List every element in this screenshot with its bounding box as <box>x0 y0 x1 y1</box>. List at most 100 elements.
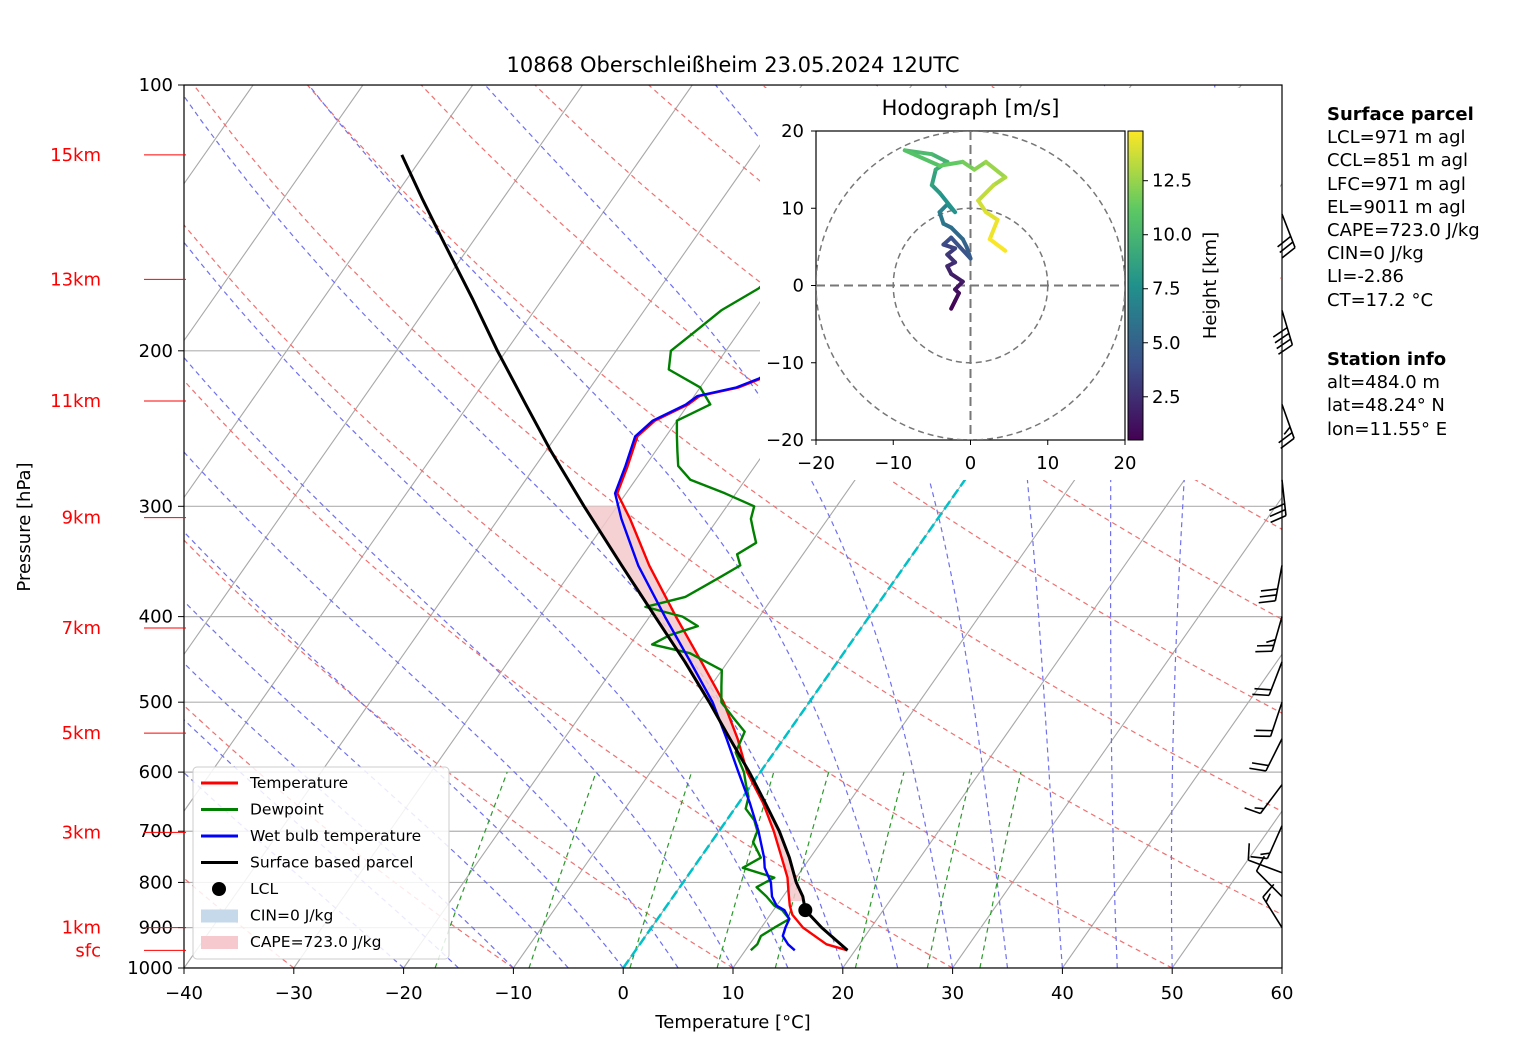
lcl-marker <box>798 903 813 918</box>
hodograph-x-tick-label: 20 <box>1114 453 1137 474</box>
hodograph-trace <box>937 210 946 226</box>
dry-adiabat-line <box>184 539 734 968</box>
wind-barb-staff <box>1248 859 1283 874</box>
moist-adiabat-line <box>308 85 899 968</box>
dry-adiabat-line <box>184 704 514 968</box>
x-tick-label: 0 <box>617 983 628 1004</box>
hodograph-y-tick-label: −10 <box>766 353 804 374</box>
surface-parcel-title: Surface parcel <box>1327 104 1474 125</box>
legend-label: Wet bulb temperature <box>250 827 421 845</box>
mixing-ratio-line <box>979 771 1022 968</box>
wind-barb <box>1250 825 1283 860</box>
wind-barb <box>1272 310 1294 355</box>
hodograph-trace <box>949 225 965 242</box>
dewpoint-line <box>644 153 930 952</box>
x-axis-label: Temperature [°C] <box>654 1012 810 1033</box>
ct-value: CT=17.2 °C <box>1327 289 1434 311</box>
wind-barb <box>1252 661 1283 697</box>
wind-barb-flag <box>1252 693 1270 697</box>
mixing-ratio-line <box>716 771 775 968</box>
wind-barb <box>1277 213 1296 259</box>
height-label: sfc <box>75 940 101 961</box>
wind-barb-flag <box>1272 326 1288 338</box>
wind-barb-flag <box>1259 594 1277 598</box>
height-label: 11km <box>50 391 101 412</box>
hodograph-trace <box>976 198 988 215</box>
station-latitude: lat=48.24° N <box>1327 395 1445 417</box>
hodograph-trace <box>937 190 958 215</box>
wind-barb-flag <box>1260 852 1270 856</box>
wind-barb-flag <box>1250 855 1268 860</box>
wind-barb-flag <box>1268 502 1285 512</box>
x-tick-label: 50 <box>1161 983 1184 1004</box>
wind-barb-flag <box>1265 893 1271 903</box>
cin-value: CIN=0 J/kg <box>1327 243 1424 265</box>
height-label: 7km <box>62 618 101 639</box>
wind-barb-flag <box>1254 807 1265 810</box>
wind-barb <box>1244 784 1283 815</box>
legend-label: CIN=0 J/kg <box>250 907 333 925</box>
hodograph-trace <box>937 159 965 168</box>
height-label: 1km <box>62 918 101 939</box>
wind-barb-flag <box>1247 843 1251 861</box>
wind-barb-flag <box>1278 432 1293 444</box>
legend-swatch <box>201 936 238 949</box>
x-tick-label: −30 <box>275 983 313 1004</box>
colorbar-tick-label: 5.0 <box>1152 333 1181 354</box>
hodograph-clip-group <box>816 131 1125 440</box>
height-label: 3km <box>62 822 101 843</box>
hodograph-trace <box>929 152 950 164</box>
x-tick-label: 10 <box>722 983 745 1004</box>
hodograph-x-tick-label: 0 <box>965 453 976 474</box>
legend-label: Temperature <box>249 774 348 792</box>
wind-barb-flag <box>1270 514 1287 524</box>
y-tick-label: 100 <box>139 75 173 96</box>
li-value: LI=-2.86 <box>1327 266 1404 288</box>
wind-barb-flag <box>1244 807 1261 815</box>
moist-adiabat-line <box>184 531 624 968</box>
y-axis-label: Pressure [hPa] <box>14 462 35 591</box>
wind-barb-flag <box>1276 338 1292 350</box>
height-label: 9km <box>62 508 101 529</box>
y-tick-label: 1000 <box>127 958 173 979</box>
hodograph-trace <box>902 148 942 168</box>
hodograph-x-tick-label: 10 <box>1036 453 1059 474</box>
dry-adiabat-line <box>184 379 953 968</box>
lcl-value: LCL=971 m agl <box>1327 127 1466 149</box>
x-tick-label: −40 <box>165 983 203 1004</box>
hodograph-trace <box>983 159 1008 180</box>
hodograph: −20−20 −10 −10 0 0 10 10 20 20 Hodograph [m/s] 2.5… <box>760 88 1280 480</box>
isotherm-line <box>952 496 1282 968</box>
colorbar-label: Height [km] <box>1200 232 1221 339</box>
moist-adiabat-line <box>184 356 734 968</box>
wind-barb-flag <box>1283 426 1291 435</box>
cape-value: CAPE=723.0 J/kg <box>1327 220 1480 242</box>
station-info-title: Station info <box>1327 349 1447 370</box>
isotherm-line <box>184 85 364 342</box>
wind-barb-flag <box>1269 508 1286 518</box>
hodograph-trace <box>972 159 988 172</box>
legend-label: Dewpoint <box>250 801 324 819</box>
wind-barb-flag <box>1249 767 1267 772</box>
wind-barb-flag <box>1266 638 1276 644</box>
y-tick-label: 600 <box>139 762 173 783</box>
wind-barb-flag <box>1281 246 1296 259</box>
wind-barb <box>1255 616 1283 653</box>
hodograph-trace <box>987 217 1000 242</box>
cape-area <box>584 506 804 902</box>
hodograph-y-tick-label: 20 <box>781 121 804 142</box>
station-altitude: alt=484.0 m <box>1327 372 1440 394</box>
surface-based-parcel-line <box>400 154 849 952</box>
wind-barb-flag <box>1251 762 1269 767</box>
wind-barb-flag <box>1274 332 1290 344</box>
wind-barb <box>1258 565 1283 604</box>
wind-barb-flag <box>1280 437 1295 450</box>
hodograph-trace <box>949 271 965 284</box>
isotherm-line <box>1061 653 1282 968</box>
hodograph-trace <box>983 210 1000 222</box>
dry-adiabat-line <box>193 85 1282 916</box>
colorbar-tick-label: 2.5 <box>1152 387 1181 408</box>
x-tick-label: −20 <box>385 983 423 1004</box>
hodograph-trace <box>929 167 938 188</box>
